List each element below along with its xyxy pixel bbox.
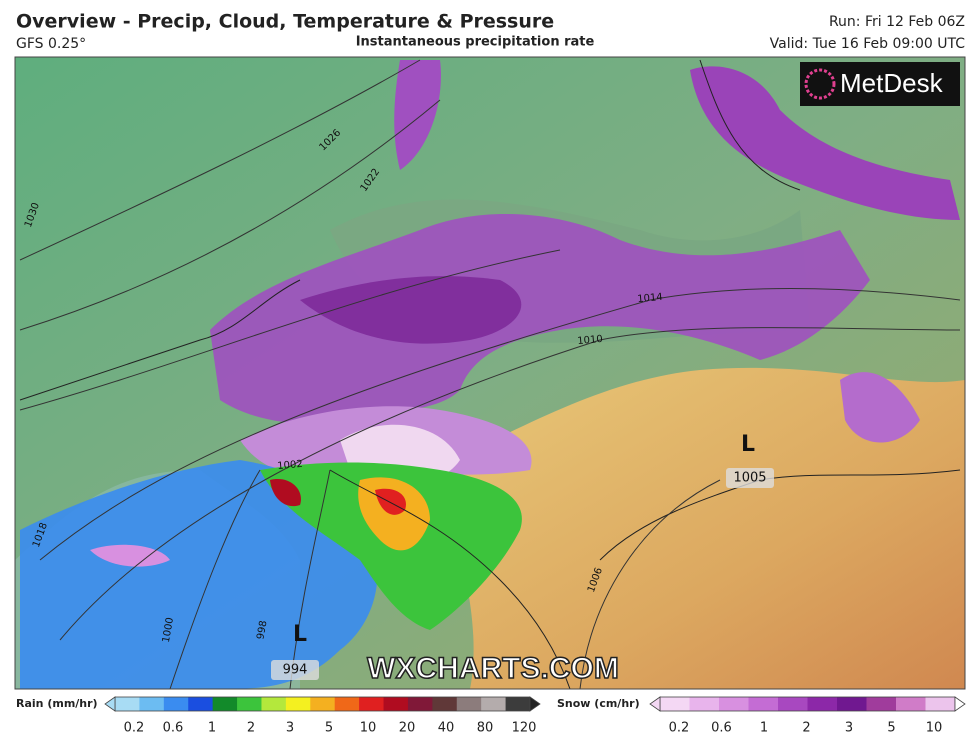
snow-legend-swatch	[807, 697, 838, 711]
snow-legend-tick: 0.2	[669, 721, 690, 736]
snow-legend-swatch	[837, 697, 867, 711]
snow-legend-tick: 3	[845, 721, 853, 736]
snow-area	[690, 66, 960, 220]
rain-legend-arrow	[104, 696, 116, 712]
pressure-box	[726, 468, 774, 488]
isobar-label: 1014	[637, 292, 663, 305]
coastline	[19, 59, 961, 689]
rain-legend-swatch	[310, 697, 336, 711]
rain-area	[20, 460, 378, 689]
rain-legend-swatch	[505, 697, 531, 711]
rain-legend-swatch	[334, 697, 360, 711]
rain-legend-arrow	[529, 696, 541, 712]
low-letter: L	[741, 432, 755, 457]
rain-legend-tick: 120	[512, 721, 537, 736]
snow-legend-swatch	[866, 697, 897, 711]
model: GFS 0.25°	[16, 36, 86, 52]
snow-legend-tick: 1	[760, 721, 768, 736]
watermark: WXCHARTS.COM	[367, 652, 619, 685]
logo-box	[800, 62, 960, 106]
snow-area	[300, 276, 522, 344]
rain-legend-tick: 0.2	[124, 721, 145, 736]
rain-area	[375, 488, 406, 515]
rain-legend-swatch	[285, 697, 311, 711]
rain-area	[270, 479, 301, 507]
run-time: Run: Fri 12 Feb 06Z	[829, 14, 965, 30]
subtitle: Instantaneous precipitation rate	[356, 35, 595, 50]
rain-legend-label: Rain (mm/hr)	[16, 697, 98, 710]
rain-legend-swatch	[163, 697, 189, 711]
valid-time: Valid: Tue 16 Feb 09:00 UTC	[770, 36, 966, 52]
snow-area	[394, 60, 441, 170]
snow-legend-swatch	[748, 697, 779, 711]
snow-legend-tick: 2	[802, 721, 810, 736]
rain-legend-tick: 5	[325, 721, 333, 736]
snow-legend-arrow	[649, 696, 661, 712]
map	[15, 57, 965, 689]
rain-legend-swatch	[139, 697, 165, 711]
snow-legend-label: Snow (cm/hr)	[557, 697, 640, 710]
low-pressure: 1005	[733, 471, 766, 486]
rain-legend-swatch	[188, 697, 214, 711]
snow-legend-tick: 0.6	[711, 721, 732, 736]
rain-legend-tick: 40	[438, 721, 455, 736]
snow-legend-tick: 10	[926, 721, 943, 736]
rain-legend-tick: 3	[286, 721, 294, 736]
snow-legend-swatch	[689, 697, 720, 711]
map-frame	[14, 56, 966, 690]
isobar	[19, 59, 961, 689]
rain-legend-swatch	[237, 697, 262, 711]
snow-area	[90, 544, 170, 567]
isobar-label: 1000	[161, 617, 176, 644]
snow-legend-swatch	[896, 697, 926, 711]
rain-legend-swatch	[383, 697, 409, 711]
snow-legend-arrow	[954, 696, 966, 712]
rain-legend-tick: 1	[208, 721, 216, 736]
snow-legend-swatch	[719, 697, 749, 711]
rain-legend-tick: 0.6	[163, 721, 184, 736]
snow-legend-swatch	[778, 697, 808, 711]
logo: MetDesk	[840, 68, 944, 98]
rain-legend-tick: 10	[360, 721, 377, 736]
rain-legend-swatch	[212, 697, 238, 711]
snow-legend-swatch	[660, 697, 690, 711]
pressure-box	[271, 660, 319, 680]
rain-legend-tick: 20	[399, 721, 416, 736]
rain-legend-swatch	[481, 697, 507, 711]
isobar-label: 1002	[277, 459, 303, 472]
snow-area	[210, 213, 870, 424]
low-pressure: 994	[283, 663, 308, 678]
isobar-label: 1010	[577, 334, 603, 347]
rain-legend-swatch	[261, 697, 287, 711]
low-letter: L	[293, 622, 307, 647]
snow-legend-swatch	[925, 697, 956, 711]
rain-legend-swatch	[456, 697, 482, 711]
isobar-label: 998	[255, 620, 269, 641]
rain-legend-swatch	[432, 697, 458, 711]
snow-legend-tick: 5	[887, 721, 895, 736]
rain-legend-swatch	[115, 697, 140, 711]
title: Overview - Precip, Cloud, Temperature & …	[16, 11, 554, 33]
rain-legend-swatch	[359, 697, 385, 711]
rain-legend-tick: 2	[247, 721, 255, 736]
rain-legend-swatch	[407, 697, 433, 711]
land-desert	[430, 367, 965, 689]
rain-legend-tick: 80	[477, 721, 494, 736]
snow-area	[840, 372, 920, 443]
logo-icon	[804, 68, 836, 100]
